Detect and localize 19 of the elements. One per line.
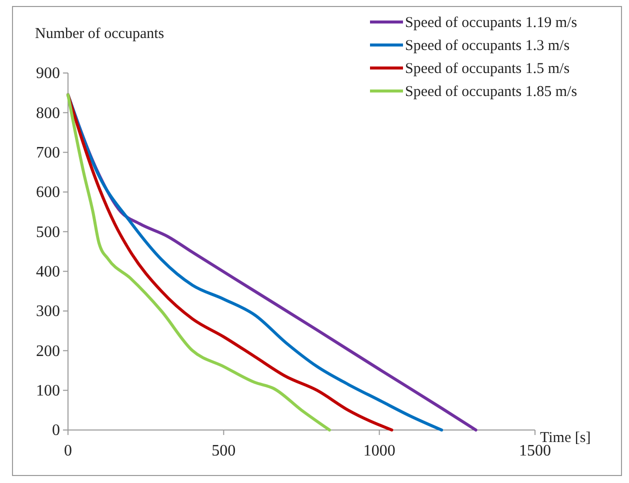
y-tick-label: 600 bbox=[36, 184, 60, 202]
y-tick-label: 900 bbox=[36, 65, 60, 82]
y-tick-label: 500 bbox=[36, 224, 60, 241]
legend-label: Speed of occupants 1.85 m/s bbox=[405, 84, 578, 100]
line-series bbox=[66, 93, 332, 432]
x-tick-label: 500 bbox=[212, 442, 236, 460]
x-tick-label: 0 bbox=[64, 442, 72, 460]
legend-label: Speed of occupants 1.3 m/s bbox=[405, 38, 570, 54]
y-tick-label: 400 bbox=[36, 263, 60, 280]
y-tick-label: 200 bbox=[36, 342, 60, 360]
y-tick-label: 700 bbox=[36, 144, 60, 162]
x-tick-label: 1000 bbox=[363, 442, 396, 460]
y-axis-title: Number of occupants bbox=[35, 26, 164, 42]
y-tick-label: 100 bbox=[36, 382, 60, 400]
legend-label: Speed of occupants 1.5 m/s bbox=[405, 61, 570, 77]
y-tick-label: 800 bbox=[36, 104, 60, 122]
y-tick-label: 300 bbox=[36, 303, 60, 320]
y-tick-label: 0 bbox=[52, 422, 60, 440]
legend-label: Speed of occupants 1.19 m/s bbox=[405, 15, 578, 31]
